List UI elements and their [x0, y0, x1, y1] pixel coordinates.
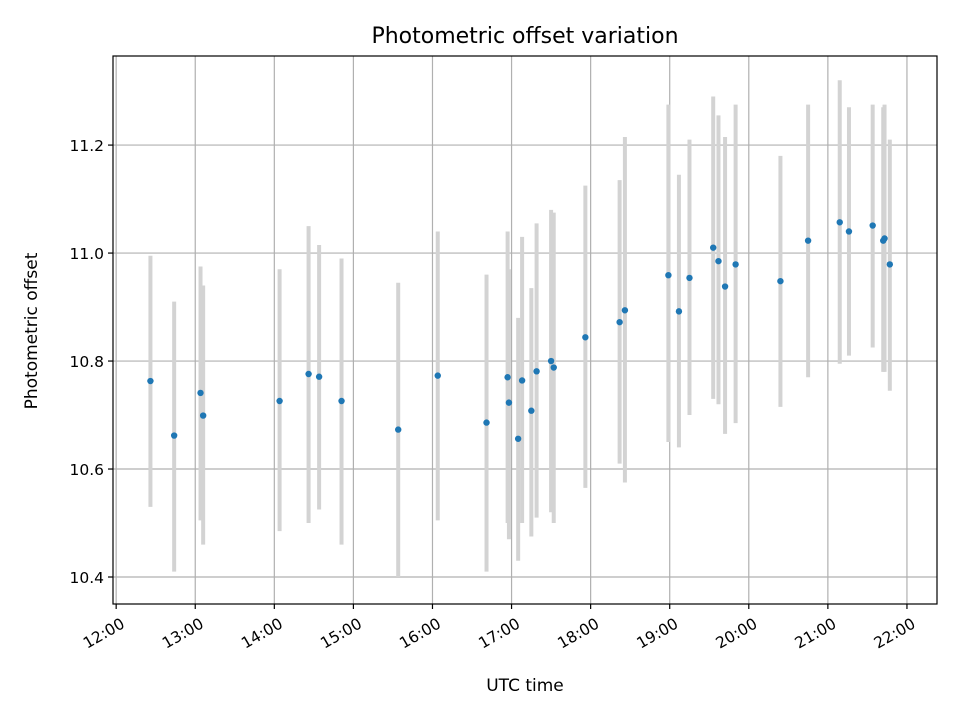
data-point: [514, 435, 522, 442]
data-point: [675, 308, 683, 315]
data-point: [869, 222, 876, 229]
data-point: [777, 277, 784, 285]
data-point: [686, 274, 693, 282]
data-point: [305, 370, 312, 378]
data-point: [518, 377, 526, 384]
chart-title: Photometric offset variation: [371, 24, 678, 49]
data-point: [395, 426, 402, 433]
y-tick-label: 10.4: [69, 569, 104, 587]
data-point: [338, 397, 345, 405]
data-point: [197, 389, 204, 397]
data-point: [665, 272, 672, 279]
data-point: [504, 374, 511, 381]
data-point: [721, 283, 729, 290]
data-point: [845, 228, 853, 235]
data-point: [533, 368, 540, 375]
x-axis-label: UTC time: [486, 676, 564, 696]
y-axis-label: Photometric offset: [22, 252, 42, 409]
data-point: [315, 373, 323, 380]
y-tick-label: 11.2: [69, 137, 104, 155]
y-tick-label: 10.6: [69, 461, 104, 479]
data-points: [147, 219, 894, 442]
data-point: [147, 377, 154, 385]
axes-frame: [112, 55, 938, 605]
data-point: [276, 397, 283, 405]
y-tick-label: 11.0: [69, 245, 104, 263]
data-point: [616, 318, 623, 326]
data-point: [836, 219, 843, 226]
data-point: [199, 412, 207, 419]
data-point: [715, 257, 722, 265]
data-point: [483, 419, 490, 426]
data-point: [170, 432, 178, 439]
data-point: [804, 237, 812, 244]
y-tick-label: 10.8: [69, 353, 104, 371]
data-point: [732, 261, 739, 268]
data-point: [550, 364, 557, 371]
data-point: [547, 357, 555, 365]
data-point: [528, 407, 535, 414]
data-point: [881, 235, 888, 242]
data-point: [434, 372, 441, 379]
data-point: [505, 399, 513, 406]
grid: [113, 56, 937, 604]
data-point: [621, 307, 629, 314]
data-point: [886, 261, 894, 268]
data-point: [710, 244, 717, 251]
data-point: [582, 334, 589, 341]
